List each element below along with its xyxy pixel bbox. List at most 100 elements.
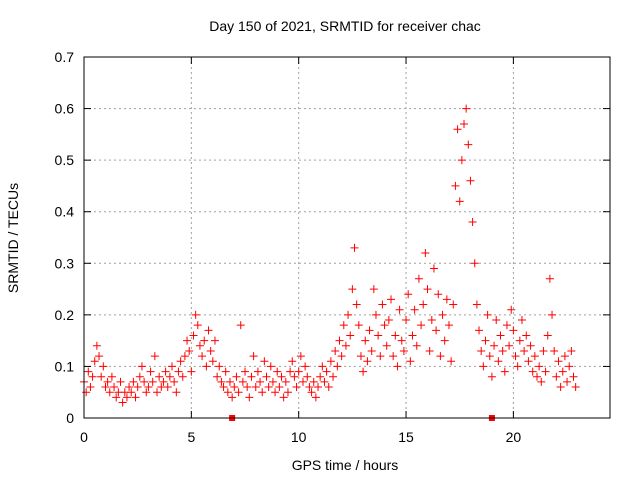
data-point [352, 300, 361, 309]
data-point [395, 305, 404, 314]
data-point [481, 336, 490, 345]
data-point [479, 362, 488, 371]
data-point [213, 372, 222, 381]
data-point [460, 120, 469, 129]
data-point [84, 367, 93, 376]
grid [84, 57, 610, 418]
data-point [524, 357, 533, 366]
data-point [292, 383, 301, 392]
data-point [125, 383, 134, 392]
data-point [122, 393, 131, 402]
data-point [427, 316, 436, 325]
y-tick-label: 0.6 [55, 101, 75, 117]
data-point [86, 383, 95, 392]
data-point [183, 336, 192, 345]
data-point [275, 383, 284, 392]
data-point [294, 367, 303, 376]
data-point [283, 388, 292, 397]
data-point [152, 388, 161, 397]
data-point [247, 372, 256, 381]
y-tick-label: 0.5 [55, 152, 75, 168]
data-point [406, 357, 415, 366]
data-point [288, 357, 297, 366]
data-point [359, 367, 368, 376]
data-point [464, 140, 473, 149]
data-point [408, 331, 417, 340]
data-point [539, 346, 548, 355]
data-point [494, 357, 503, 366]
data-point [449, 300, 458, 309]
data-point [447, 357, 456, 366]
data-point [88, 372, 97, 381]
data-point [492, 316, 501, 325]
data-point [279, 393, 288, 402]
data-point [238, 377, 247, 386]
data-point [541, 367, 550, 376]
data-point [505, 341, 514, 350]
data-point [266, 362, 275, 371]
x-tick-label: 10 [291, 429, 307, 445]
data-point [165, 372, 174, 381]
data-point [498, 346, 507, 355]
data-point [571, 383, 580, 392]
data-point [485, 352, 494, 361]
data-point [307, 388, 316, 397]
data-point [515, 336, 524, 345]
data-point [414, 274, 423, 283]
x-tick-label: 5 [187, 429, 195, 445]
data-point [264, 383, 273, 392]
data-point [142, 388, 151, 397]
data-point [432, 326, 441, 335]
data-point [369, 285, 378, 294]
data-point [569, 372, 578, 381]
data-point [421, 248, 430, 257]
data-point [462, 104, 471, 113]
x-tick-label: 15 [398, 429, 414, 445]
data-point [103, 377, 112, 386]
data-point [322, 367, 331, 376]
data-point [178, 372, 187, 381]
data-point [412, 341, 421, 350]
data-point [545, 274, 554, 283]
data-point [451, 181, 460, 190]
data-point [565, 362, 574, 371]
data-point [380, 321, 389, 330]
data-point [208, 357, 217, 366]
data-point [367, 346, 376, 355]
data-point [371, 310, 380, 319]
data-point [234, 388, 243, 397]
data-point [558, 367, 567, 376]
data-point [472, 300, 481, 309]
data-point [356, 352, 365, 361]
data-point [90, 357, 99, 366]
y-tick-label: 0.7 [55, 49, 75, 65]
x-tick-label: 0 [80, 429, 88, 445]
data-point [548, 310, 557, 319]
data-point [206, 346, 215, 355]
data-point [303, 372, 312, 381]
data-point [228, 393, 237, 402]
data-point [281, 377, 290, 386]
data-point [118, 398, 127, 407]
y-tick-label: 0.4 [55, 204, 75, 220]
data-point [204, 326, 213, 335]
data-point [219, 383, 228, 392]
data-point [331, 346, 340, 355]
data-point [311, 393, 320, 402]
data-point [537, 377, 546, 386]
data-point [262, 372, 271, 381]
data-point [215, 362, 224, 371]
data-point [155, 372, 164, 381]
data-point [466, 176, 475, 185]
plot-frame [83, 56, 611, 419]
data-point [290, 372, 299, 381]
data-point [195, 341, 204, 350]
data-point [286, 367, 295, 376]
data-point [335, 336, 344, 345]
data-point [496, 331, 505, 340]
data-point [556, 383, 565, 392]
data-point [434, 290, 443, 299]
data-point [189, 331, 198, 340]
data-point [520, 346, 529, 355]
ticks: 0 0.1 0.2 0.3 0.4 0.5 0.6 0.7 0 5 10 15 20 [55, 49, 610, 445]
